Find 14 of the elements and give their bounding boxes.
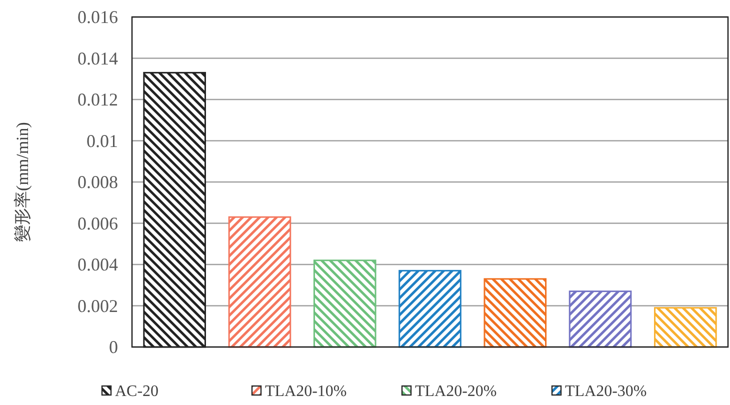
y-tick-label: 0.016	[78, 7, 118, 27]
y-tick-label: 0.014	[78, 48, 118, 68]
y-tick-label: 0	[109, 337, 118, 357]
y-tick-label: 0.01	[86, 130, 118, 151]
y-tick-label: 0.006	[78, 213, 118, 234]
legend-label: TLA20-20%	[415, 383, 497, 400]
y-tick-label: 0.002	[78, 296, 118, 316]
legend-label: TLA20-30%	[565, 383, 647, 400]
y-axis-title: 變形率(mm/min)	[13, 122, 32, 242]
y-tick-label: 0.004	[78, 254, 118, 274]
legend-label: AC-20	[115, 383, 159, 400]
y-tick-label: 0.008	[78, 172, 118, 192]
legend-label: TLA20-10%	[265, 383, 347, 400]
y-tick-label: 0.012	[78, 90, 118, 110]
